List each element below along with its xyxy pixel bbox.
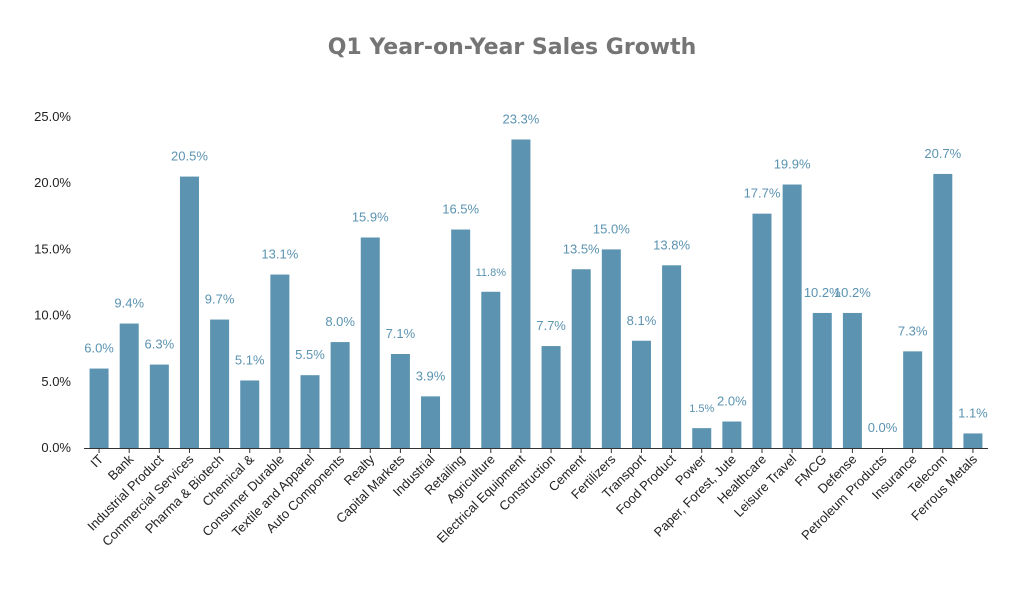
bars (89, 139, 983, 449)
data-label: 13.8% (653, 237, 690, 252)
data-label: 7.3% (898, 323, 928, 338)
bar (330, 342, 350, 448)
data-label: 17.7% (744, 186, 781, 201)
data-label: 8.1% (627, 313, 657, 328)
bar (903, 351, 923, 448)
data-label: 8.0% (325, 314, 355, 329)
data-label: 9.7% (205, 292, 235, 307)
chart-title: Q1 Year-on-Year Sales Growth (328, 35, 697, 60)
data-label: 7.7% (536, 318, 566, 333)
data-label: 10.2% (804, 285, 841, 300)
bar (662, 265, 682, 448)
bar (119, 323, 139, 448)
data-label: 2.0% (717, 394, 747, 409)
bar (601, 249, 621, 448)
data-label: 19.9% (774, 157, 811, 172)
bar (89, 368, 109, 448)
data-label: 20.7% (924, 146, 961, 161)
bar (812, 312, 832, 448)
data-label: 7.1% (386, 326, 416, 341)
bar (782, 184, 802, 449)
bar (240, 380, 260, 448)
bar (571, 269, 591, 448)
data-label: 13.5% (563, 241, 600, 256)
data-label: 0.0% (868, 420, 898, 435)
data-label: 5.5% (295, 347, 325, 362)
data-label: 16.5% (442, 202, 479, 217)
data-labels: 6.0% 9.4% 6.3% 20.5% 9.7% 5.1% 13.1% 5.5% 8.0% 15… (84, 112, 988, 435)
bar (300, 375, 320, 448)
data-label: 3.9% (416, 368, 446, 383)
y-tick-label: 0.0% (41, 440, 71, 455)
data-label: 20.5% (171, 149, 208, 164)
bar (149, 364, 169, 448)
bar (390, 353, 410, 448)
y-tick-label: 10.0% (34, 308, 71, 323)
y-tick-label: 15.0% (34, 241, 71, 256)
data-label: 1.5% (689, 403, 714, 415)
bar (752, 213, 772, 448)
bar (270, 274, 290, 448)
data-label: 13.1% (261, 247, 298, 262)
bar (541, 346, 561, 448)
data-label: 6.3% (145, 337, 175, 352)
data-label: 23.3% (502, 112, 539, 127)
data-label: 15.0% (593, 221, 630, 236)
y-tick-label: 5.0% (41, 374, 71, 389)
bar (481, 291, 501, 448)
y-tick-label: 20.0% (34, 175, 71, 190)
y-axis: 0.0% 5.0% 10.0% 15.0% 20.0% 25.0% (34, 109, 71, 455)
data-label: 1.1% (958, 405, 988, 420)
bar (692, 428, 712, 448)
bar (842, 312, 862, 448)
bar (451, 229, 471, 448)
data-label: 11.8% (476, 267, 507, 279)
bar (179, 176, 199, 448)
data-label: 6.0% (84, 341, 114, 356)
bar (631, 340, 651, 448)
y-tick-label: 25.0% (34, 109, 71, 124)
bar (210, 319, 230, 448)
bar (963, 433, 983, 448)
bar (722, 421, 742, 448)
x-tick-label: IT (87, 451, 106, 470)
data-label: 9.4% (114, 296, 144, 311)
bar (360, 237, 380, 448)
data-label: 5.1% (235, 352, 265, 367)
data-label: 15.9% (352, 209, 389, 224)
bar (511, 139, 531, 448)
bar (421, 396, 441, 448)
data-label: 10.2% (834, 285, 871, 300)
bar (933, 173, 953, 448)
